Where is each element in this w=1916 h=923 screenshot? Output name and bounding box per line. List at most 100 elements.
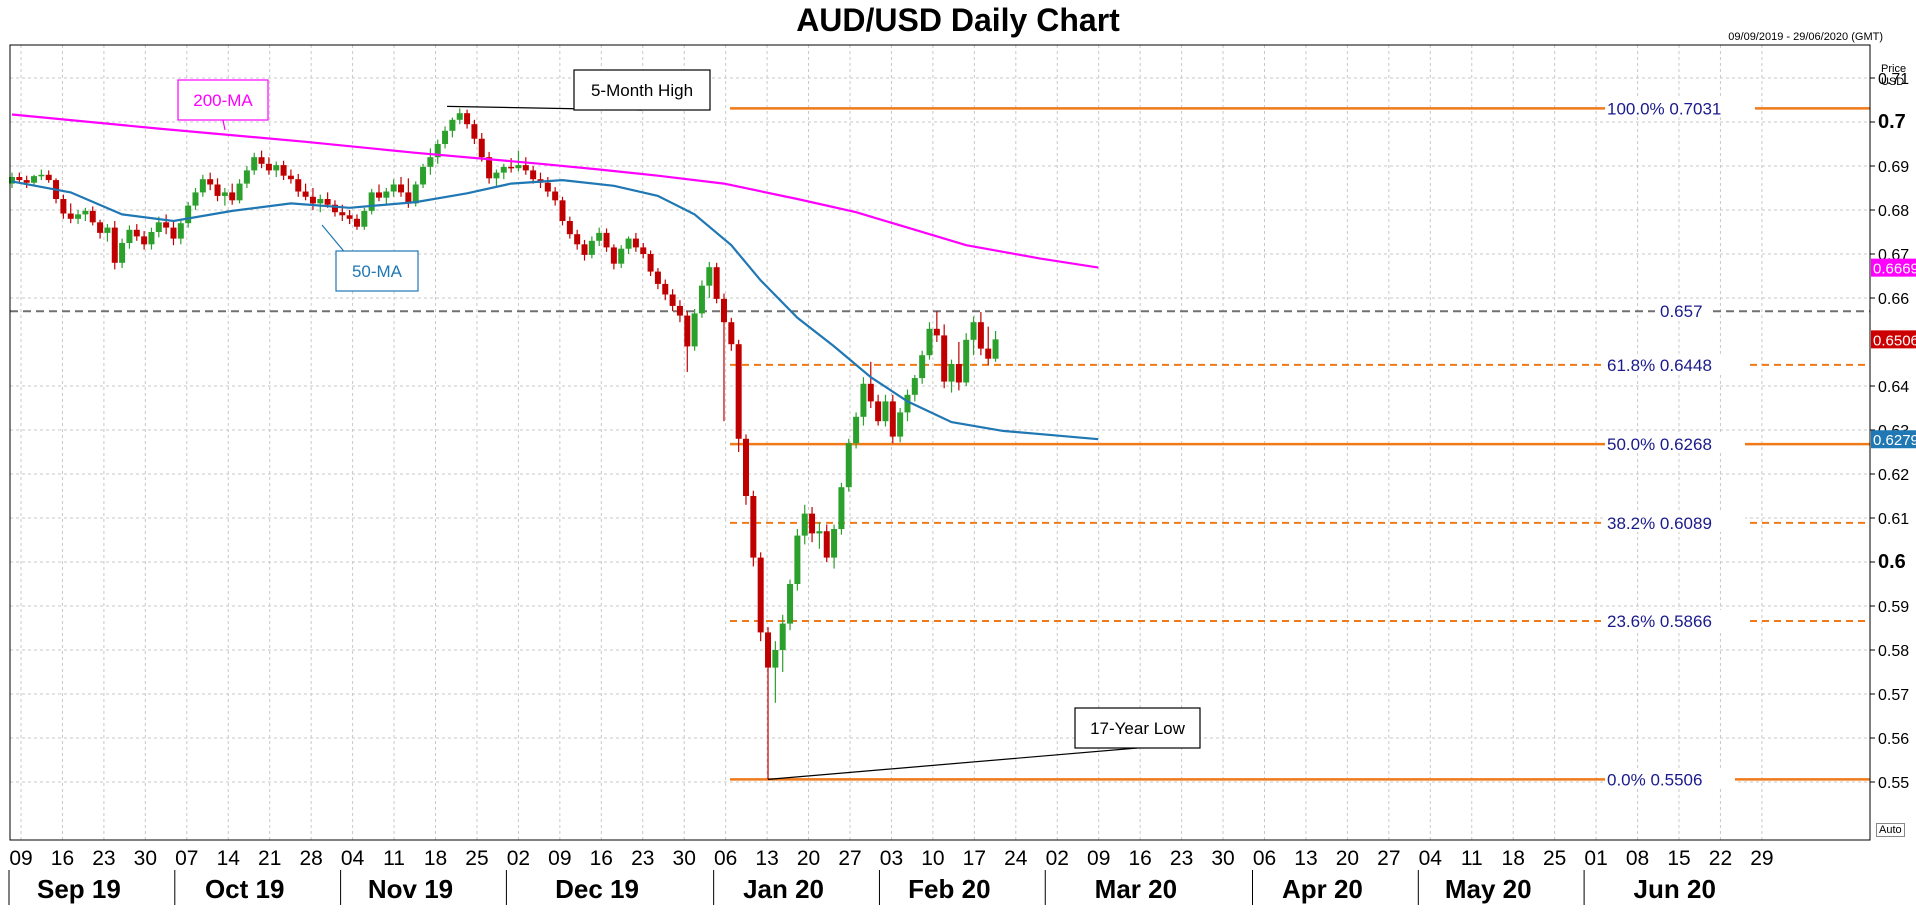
callout-50-ma-label: 50-MA xyxy=(352,262,403,281)
month-label: Mar 20 xyxy=(1095,874,1177,904)
candle-down xyxy=(875,401,882,422)
candle-up xyxy=(38,174,45,177)
chart-title: AUD/USD Daily Chart xyxy=(796,2,1120,38)
ma50-line xyxy=(11,178,1099,441)
callout-5-month-high-box xyxy=(573,69,711,111)
candle-up xyxy=(588,240,595,255)
candle-down xyxy=(632,238,639,248)
y-tick-label: 0.66 xyxy=(1878,291,1909,308)
candle-down xyxy=(574,234,581,245)
candle-up xyxy=(31,176,38,183)
candle-down xyxy=(765,632,772,668)
x-tick-label: 30 xyxy=(673,847,696,870)
fib-level-label: 50.0% 0.6268 xyxy=(1607,435,1712,454)
candle-down xyxy=(735,344,742,439)
candle-up xyxy=(706,267,713,286)
candle-down xyxy=(720,298,727,323)
x-tick-label: 21 xyxy=(258,847,281,870)
candle-down xyxy=(559,200,566,221)
x-tick-label: 25 xyxy=(465,847,488,870)
candle-down xyxy=(610,247,617,264)
candle-down xyxy=(566,221,573,235)
candle-up xyxy=(449,119,456,131)
fib-level-label: 61.8% 0.6448 xyxy=(1607,356,1712,375)
candle-down xyxy=(486,157,493,179)
candle-up xyxy=(625,238,632,249)
candle-down xyxy=(508,166,515,169)
x-tick-label: 09 xyxy=(548,847,571,870)
candle-down xyxy=(339,212,346,216)
candle-up xyxy=(177,223,184,239)
y-tick-label: 0.59 xyxy=(1878,599,1909,616)
candle-up xyxy=(963,339,970,383)
fib-label-bg xyxy=(1605,768,1735,789)
x-tick-label: 04 xyxy=(1419,847,1443,870)
y-tick-label: 0.57 xyxy=(1878,687,1909,704)
candle-up xyxy=(845,443,852,488)
candle-down xyxy=(295,179,302,192)
x-tick-label: 18 xyxy=(424,847,447,870)
candle-down xyxy=(676,305,683,316)
candle-down xyxy=(309,196,316,204)
candle-down xyxy=(133,229,140,237)
month-label: Apr 20 xyxy=(1282,874,1363,904)
y-tick-label: 0.58 xyxy=(1878,643,1909,660)
plot-frame xyxy=(9,44,1871,841)
candle-down xyxy=(728,322,735,345)
callout-200-ma-label: 200-MA xyxy=(193,91,253,110)
candle-up xyxy=(192,192,199,206)
fib-label-bg xyxy=(1605,97,1755,118)
candle-up xyxy=(9,177,15,184)
y-tick-label: 0.56 xyxy=(1878,731,1909,748)
candle-up xyxy=(926,328,933,356)
x-tick-label: 06 xyxy=(1253,847,1276,870)
x-tick-label: 16 xyxy=(590,847,613,870)
y-tick-label: 0.62 xyxy=(1878,467,1909,484)
candle-down xyxy=(985,348,992,359)
candle-up xyxy=(698,285,705,314)
candle-up xyxy=(221,192,228,196)
candle-down xyxy=(941,335,948,382)
moving-averages xyxy=(11,113,1099,441)
candle-up xyxy=(618,248,625,264)
x-tick-label: 08 xyxy=(1626,847,1649,870)
candle-up xyxy=(515,165,522,169)
price-tag-label: 0.6279 xyxy=(1873,432,1916,449)
candle-down xyxy=(170,227,177,239)
candle-up xyxy=(434,144,441,158)
candle-up xyxy=(904,394,911,413)
candle-up xyxy=(801,513,808,536)
candle-down xyxy=(324,199,331,205)
x-tick-label: 18 xyxy=(1502,847,1525,870)
price-tag-label: 0.6506 xyxy=(1873,332,1916,349)
x-tick-label: 11 xyxy=(1461,847,1483,870)
x-tick-label: 23 xyxy=(92,847,115,870)
candle-down xyxy=(346,215,353,219)
candle-down xyxy=(603,232,610,248)
auto-scale-button[interactable]: Auto xyxy=(1876,823,1905,837)
candle-up xyxy=(383,191,390,198)
candle-down xyxy=(544,182,551,192)
x-tick-label: 02 xyxy=(1046,847,1069,870)
candle-down xyxy=(141,236,148,245)
candle-down xyxy=(647,254,654,272)
fib-label-bg xyxy=(1605,609,1745,630)
candle-down xyxy=(977,322,984,349)
candle-down xyxy=(280,165,287,176)
x-tick-label: 23 xyxy=(631,847,654,870)
price-tag-label: 0.6669 xyxy=(1873,261,1916,278)
candle-up xyxy=(816,531,823,534)
candle-up xyxy=(911,378,918,395)
candle-up xyxy=(199,179,206,193)
axes: 0.710.70.690.680.670.660.640.630.620.610… xyxy=(8,44,1916,905)
x-tick-label: 22 xyxy=(1709,847,1732,870)
candle-up xyxy=(794,535,801,584)
candle-down xyxy=(669,294,676,306)
x-tick-label: 28 xyxy=(299,847,322,870)
x-tick-label: 10 xyxy=(921,847,944,870)
x-tick-label: 15 xyxy=(1667,847,1690,870)
candle-up xyxy=(119,243,126,263)
price-axis-label-1: Price xyxy=(1881,63,1907,75)
candle-down xyxy=(823,531,830,558)
